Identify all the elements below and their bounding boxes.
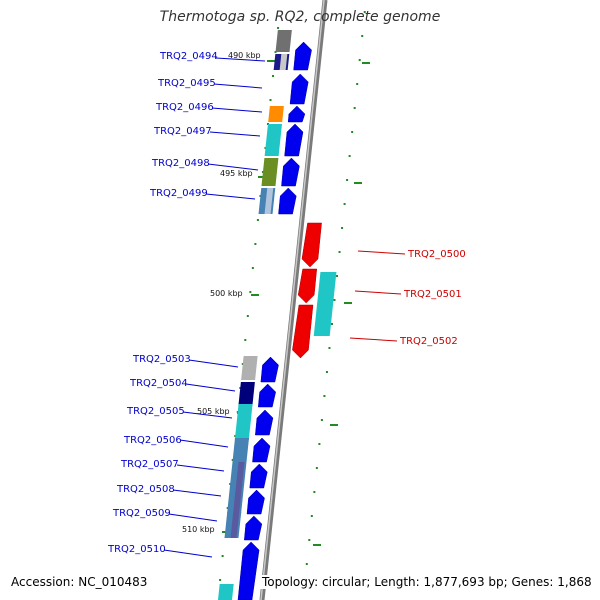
cog-block — [261, 158, 279, 186]
gene-arrow-trq2_0509 — [244, 515, 263, 541]
scale-label-505kbp: 505 kbp — [197, 407, 230, 416]
gene-arrow-trq2_0500 — [301, 222, 322, 268]
label-leader — [354, 290, 402, 295]
cog-block — [279, 54, 288, 70]
cog-block — [233, 488, 242, 514]
label-leader — [185, 383, 236, 392]
gene-label-trq2-0510[interactable]: TRQ2_0510 — [108, 544, 166, 555]
scale-label-490kbp: 490 kbp — [228, 51, 261, 60]
cog-block — [235, 462, 245, 488]
label-leader — [215, 57, 266, 62]
gene-label-trq2-0500[interactable]: TRQ2_0500 — [408, 249, 466, 260]
scale-label-510kbp: 510 kbp — [182, 525, 215, 534]
gene-arrow-trq2_0495 — [289, 73, 309, 105]
scale-label-495kbp: 495 kbp — [220, 169, 253, 178]
topology-label: Topology: circular; Length: 1,877,693 bp… — [260, 575, 594, 589]
cog-block — [241, 356, 258, 380]
gene-label-trq2-0508[interactable]: TRQ2_0508 — [117, 484, 175, 495]
gene-arrow-trq2_0498 — [281, 157, 300, 187]
cog-block — [268, 106, 284, 122]
genome-title: Thermotoga sp. RQ2, complete genome — [159, 9, 441, 25]
gene-label-trq2-0503[interactable]: TRQ2_0503 — [133, 354, 191, 365]
scale-label-500kbp: 500 kbp — [210, 289, 243, 298]
gene-label-trq2-0506[interactable]: TRQ2_0506 — [124, 435, 182, 446]
gene-label-trq2-0501[interactable]: TRQ2_0501 — [404, 289, 462, 300]
gene-arrow-trq2_0504 — [257, 383, 276, 408]
gene-arrows — [237, 41, 322, 600]
gene-arrow-trq2_0505 — [255, 409, 274, 436]
gene-label-trq2-0509[interactable]: TRQ2_0509 — [113, 508, 171, 519]
gene-label-trq2-0502[interactable]: TRQ2_0502 — [400, 336, 458, 347]
cog-block — [238, 382, 255, 406]
gene-label-trq2-0499[interactable]: TRQ2_0499 — [150, 188, 208, 199]
gene-label-trq2-0507[interactable]: TRQ2_0507 — [121, 459, 179, 470]
cog-block — [275, 30, 292, 52]
gene-arrow-trq2_0497 — [284, 123, 304, 157]
gene-label-trq2-0497[interactable]: TRQ2_0497 — [154, 126, 212, 137]
label-leader — [207, 163, 259, 171]
accession-label: Accession: NC_010483 — [9, 575, 150, 589]
gene-label-trq2-0495[interactable]: TRQ2_0495 — [158, 78, 216, 89]
gene-arrow-trq2_0501 — [297, 268, 318, 304]
cog-color-blocks — [218, 30, 337, 600]
gene-arrow-trq2_0502 — [292, 304, 314, 359]
gene-arrow-trq2_0508 — [246, 489, 265, 515]
gene-arrow-trq2_0496 — [287, 105, 306, 123]
gene-arrow-trq2_0507 — [249, 463, 268, 489]
label-leader — [205, 193, 256, 200]
gene-arrow-trq2_0506 — [252, 437, 271, 463]
gene-label-trq2-0498[interactable]: TRQ2_0498 — [152, 158, 210, 169]
cog-block — [313, 272, 337, 336]
cog-block — [234, 404, 253, 440]
gene-arrow-trq2_0510 — [237, 541, 260, 600]
label-leader — [179, 439, 229, 448]
genome-backbone-highlight — [260, 0, 325, 600]
cog-block — [264, 124, 282, 156]
cog-block — [230, 512, 240, 538]
label-leader-lines — [163, 57, 406, 558]
label-leader — [188, 359, 239, 368]
gene-label-trq2-0504[interactable]: TRQ2_0504 — [130, 378, 188, 389]
label-leader — [211, 107, 263, 113]
cog-block — [264, 188, 274, 214]
label-leader — [172, 489, 222, 497]
genome-backbone — [259, 0, 328, 600]
label-leader — [357, 250, 406, 255]
gene-arrow-trq2_0503 — [260, 356, 279, 383]
gene-label-trq2-0496[interactable]: TRQ2_0496 — [156, 102, 214, 113]
label-leader — [163, 549, 213, 558]
cog-block — [218, 584, 234, 600]
label-leader — [176, 464, 225, 472]
label-leader — [213, 83, 263, 89]
label-leader — [182, 411, 233, 419]
label-leader — [209, 131, 261, 137]
label-leader — [168, 513, 218, 522]
label-leader — [349, 337, 398, 342]
gene-arrow-trq2_0499 — [278, 187, 297, 215]
gene-label-trq2-0505[interactable]: TRQ2_0505 — [127, 406, 185, 417]
gene-label-trq2-0494[interactable]: TRQ2_0494 — [160, 51, 218, 62]
gene-arrow-trq2_0494 — [293, 41, 312, 71]
